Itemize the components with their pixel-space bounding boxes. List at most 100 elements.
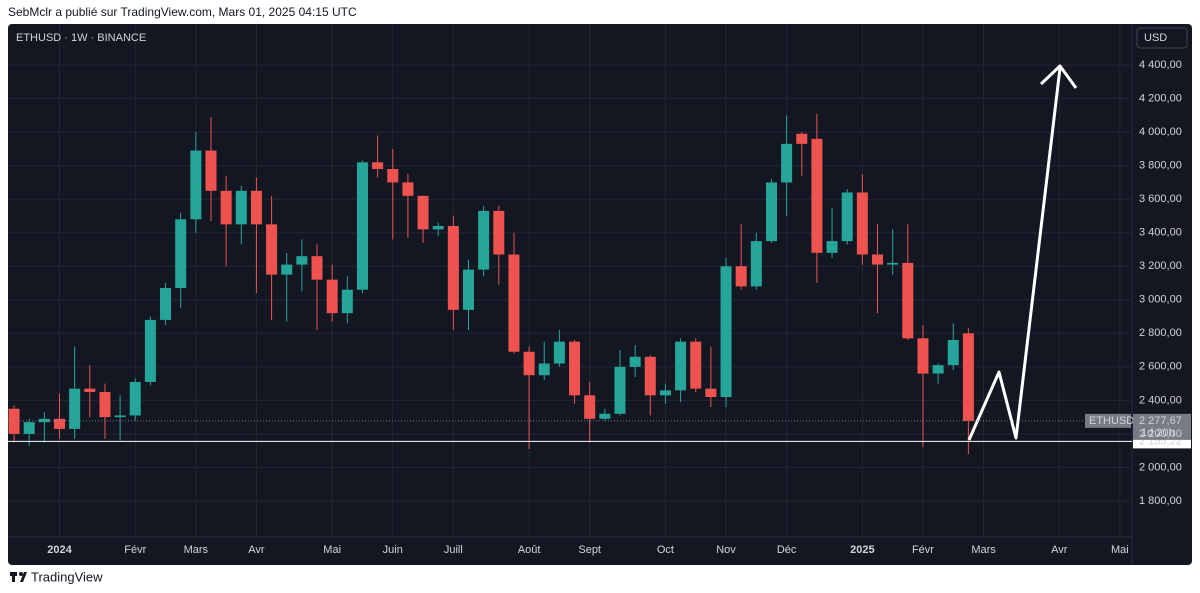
candle-body [341, 289, 353, 314]
candle-body [856, 192, 868, 255]
candles [8, 113, 974, 455]
candle-body [735, 266, 747, 287]
candle-body [281, 264, 293, 275]
y-tick-label: 2 400,00 [1139, 394, 1182, 406]
arrow-head [1039, 64, 1078, 89]
candle-body [129, 381, 141, 416]
candle-body [356, 162, 368, 290]
candle-body [675, 341, 687, 391]
last-price-name: ETHUSD [1089, 415, 1134, 427]
candle-body [553, 341, 565, 364]
candle-body [902, 262, 914, 339]
x-tick-label: Févr [912, 544, 934, 556]
x-tick-label: 2024 [47, 544, 72, 556]
candle-body [387, 169, 399, 183]
candle-body [160, 288, 172, 320]
candle-body [417, 195, 429, 230]
x-tick-label: Mars [971, 544, 996, 556]
x-tick-label: Août [518, 544, 541, 556]
candle-body [872, 254, 884, 265]
y-tick-label: 3 400,00 [1139, 227, 1182, 239]
candle-body [463, 269, 475, 310]
x-tick-label: Sept [578, 544, 601, 556]
publish-header: SebMclr a publié sur TradingView.com, Ma… [8, 5, 357, 19]
y-tick-label: 2 800,00 [1139, 327, 1182, 339]
candle-body [720, 266, 732, 398]
candle-body [644, 356, 656, 396]
candle-body [705, 388, 717, 398]
y-tick-label: 2 200,00 [1139, 428, 1182, 440]
candle-body [811, 138, 823, 253]
footer-brand: TradingView [31, 569, 103, 584]
candle-body [841, 192, 853, 242]
candle-body [23, 422, 35, 434]
candle-body [220, 190, 232, 225]
candle-body [538, 363, 550, 376]
x-tick-label: Mai [1111, 544, 1129, 556]
candle-body [659, 390, 671, 396]
y-tick-label: 4 400,00 [1139, 59, 1182, 71]
candle-body [887, 262, 899, 265]
candle-body [144, 319, 156, 382]
y-tick-label: 2 600,00 [1139, 361, 1182, 373]
footer-logo [10, 572, 27, 582]
candle-body [599, 413, 611, 419]
candle-body [250, 190, 262, 225]
candle-body [432, 226, 444, 230]
candle-body [69, 388, 81, 429]
candle-body [796, 133, 808, 144]
candle-body [175, 219, 187, 289]
candle-body [569, 341, 581, 396]
x-tick-label: Oct [657, 544, 674, 556]
candle-body [478, 210, 490, 270]
candle-body [508, 254, 520, 352]
y-tick-label: 3 600,00 [1139, 193, 1182, 205]
x-tick-label: Avr [1051, 544, 1068, 556]
candle-body [84, 388, 96, 392]
y-tick-label: 4 000,00 [1139, 126, 1182, 138]
candle-body [99, 391, 111, 418]
y-tick-label: 2 000,00 [1139, 461, 1182, 473]
currency-label: USD [1144, 32, 1167, 44]
candle-body [826, 241, 838, 253]
y-tick-label: 1 800,00 [1139, 495, 1182, 507]
x-tick-label: Déc [777, 544, 797, 556]
candle-body [932, 365, 944, 374]
candle-body [690, 341, 702, 389]
y-tick-label: 3 800,00 [1139, 160, 1182, 172]
drawn-arrow [967, 67, 1062, 441]
candle-body [962, 333, 974, 421]
candle-body [114, 415, 126, 418]
candle-body [311, 256, 323, 280]
x-tick-label: Févr [124, 544, 146, 556]
last-price-bg [1133, 413, 1191, 440]
currency-button[interactable] [1136, 27, 1188, 49]
last-price-name-bg [1085, 413, 1131, 428]
candle-body [190, 150, 202, 220]
candle-body [205, 150, 217, 191]
x-tick-label: Nov [716, 544, 736, 556]
y-tick-label: 3 200,00 [1139, 260, 1182, 272]
x-tick-label: Juin [383, 544, 403, 556]
candle-body [235, 190, 247, 225]
candle-body [523, 351, 535, 376]
y-tick-label: 3 000,00 [1139, 294, 1182, 306]
candle-body [629, 356, 641, 367]
countdown-label: 1d 20h [1141, 427, 1175, 439]
candle-body [947, 340, 959, 366]
y-tick-label: 4 200,00 [1139, 93, 1182, 105]
candle-body [493, 210, 505, 255]
candle-body [917, 338, 929, 374]
candle-body [614, 366, 626, 414]
candle-body [266, 224, 278, 275]
candle-body [447, 226, 459, 310]
symbol-title: ETHUSD · 1W · BINANCE [16, 32, 146, 44]
x-tick-label: Juill [444, 544, 463, 556]
x-tick-label: 2025 [850, 544, 874, 556]
candle-body [402, 182, 414, 196]
candle-body [296, 256, 308, 265]
x-tick-label: Mai [323, 544, 341, 556]
candle-body [584, 395, 596, 419]
candle-body [765, 182, 777, 242]
